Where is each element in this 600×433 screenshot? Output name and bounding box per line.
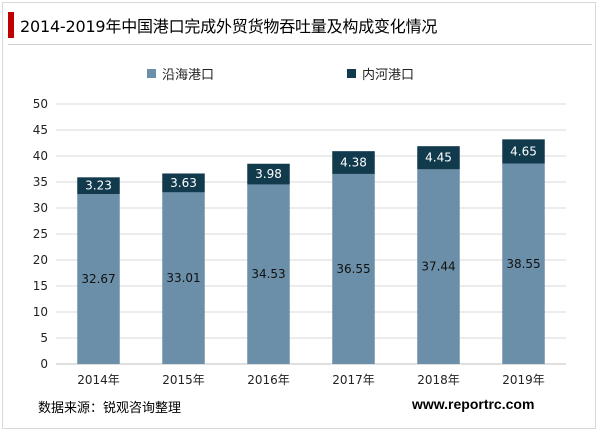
bar-segment-inland — [502, 139, 545, 164]
data-label-coastal: 37.44 — [421, 260, 455, 274]
data-label-coastal: 34.53 — [251, 267, 285, 281]
chart-title: 2014-2019年中国港口完成外贸货物吞吐量及构成变化情况 — [20, 17, 438, 36]
legend-label-inland: 内河港口 — [362, 68, 415, 83]
title-accent-bar — [8, 12, 14, 38]
chart-frame — [2, 2, 596, 429]
legend: 沿海港口 内河港口 — [0, 64, 600, 84]
y-tick-label: 0 — [40, 357, 48, 371]
bar-segment-inland — [332, 151, 375, 174]
y-tick-label: 45 — [33, 123, 48, 137]
data-label-inland: 3.98 — [255, 167, 282, 181]
bar-segment-inland — [162, 173, 205, 193]
website-url: www.reportrc.com — [412, 396, 535, 412]
x-tick-label: 2017年 — [332, 373, 375, 387]
data-label-inland: 4.45 — [425, 151, 452, 165]
x-tick-label: 2018年 — [417, 373, 460, 387]
y-tick-label: 5 — [40, 331, 48, 345]
y-tick-label: 30 — [33, 201, 48, 215]
y-tick-label: 20 — [33, 253, 48, 267]
y-tick-label: 15 — [33, 279, 48, 293]
title-divider — [8, 44, 592, 45]
y-tick-label: 10 — [33, 305, 48, 319]
y-tick-label: 40 — [33, 149, 48, 163]
data-label-inland: 3.63 — [170, 176, 197, 190]
data-label-coastal: 36.55 — [336, 262, 370, 276]
data-label-coastal: 33.01 — [166, 271, 200, 285]
data-label-coastal: 38.55 — [506, 257, 540, 271]
bar-segment-coastal — [247, 184, 290, 364]
legend-item-coastal: 沿海港口 — [147, 64, 214, 83]
bar-segment-inland — [417, 146, 460, 170]
bar-segment-coastal — [77, 194, 120, 364]
legend-swatch-coastal — [147, 69, 156, 78]
x-tick-label: 2019年 — [502, 373, 545, 387]
bar-segment-inland — [247, 163, 290, 185]
legend-label-coastal: 沿海港口 — [162, 68, 215, 83]
source-note: 数据来源：锐观咨询整理 — [38, 401, 182, 416]
y-tick-label: 35 — [33, 175, 48, 189]
x-tick-label: 2014年 — [77, 373, 120, 387]
bar-segment-coastal — [502, 163, 545, 364]
data-label-inland: 3.23 — [85, 179, 112, 193]
legend-swatch-inland — [347, 69, 356, 78]
legend-item-inland: 内河港口 — [347, 64, 414, 83]
bar-segment-coastal — [162, 192, 205, 364]
data-label-inland: 4.38 — [340, 156, 367, 170]
x-tick-label: 2015年 — [162, 373, 205, 387]
bar-segment-coastal — [332, 173, 375, 364]
data-label-inland: 4.65 — [510, 144, 537, 158]
x-tick-label: 2016年 — [247, 373, 290, 387]
bar-segment-coastal — [417, 169, 460, 364]
y-tick-label: 25 — [33, 227, 48, 241]
y-tick-label: 50 — [33, 97, 48, 111]
bar-segment-inland — [77, 177, 120, 195]
data-label-coastal: 32.67 — [81, 272, 115, 286]
